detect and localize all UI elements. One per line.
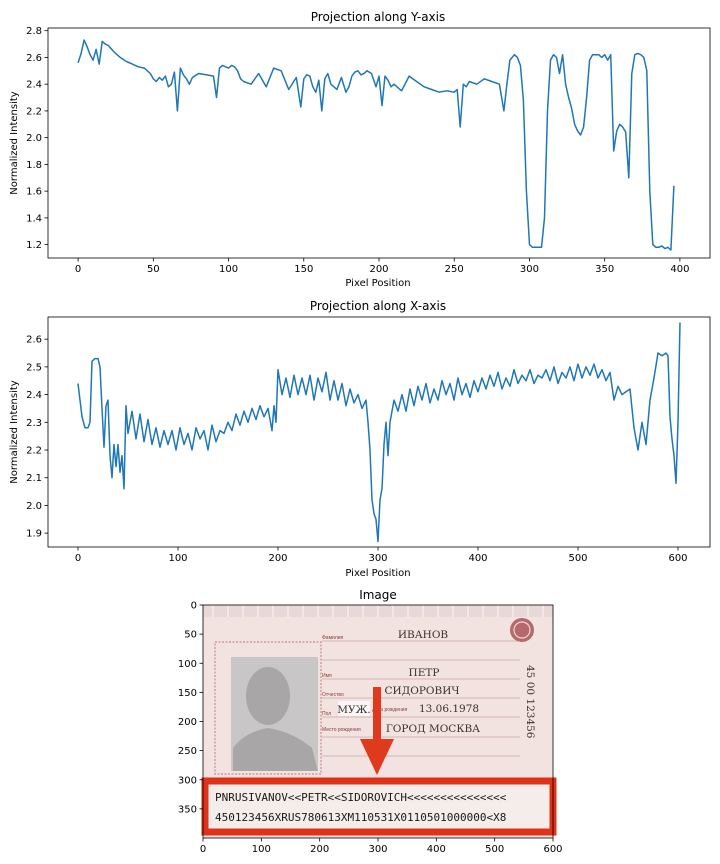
chart-title: Projection along X-axis xyxy=(310,299,446,313)
y-tick-label: 150 xyxy=(178,688,197,699)
x-axis-label: Pixel Position xyxy=(345,568,410,579)
y-tick-label: 2.4 xyxy=(26,390,42,401)
y-tick-label: 1.8 xyxy=(26,160,42,171)
person-silhouette-icon xyxy=(233,667,318,771)
chart-title: Projection along Y-axis xyxy=(311,10,446,24)
passport-strip-marks xyxy=(212,605,544,617)
birthplace-value: ГОРОД МОСКВА xyxy=(386,723,480,735)
y-tick-label: 200 xyxy=(178,717,197,728)
chart-y-projection: Projection along Y-axis 0 50 100 150 200 250 3… xyxy=(9,10,711,289)
surname-value: ИВАНОВ xyxy=(398,629,449,641)
y-tick-label: 250 xyxy=(178,746,197,757)
x-tick-label: 350 xyxy=(595,264,614,275)
x-tick-label: 500 xyxy=(485,844,504,855)
emblem-icon xyxy=(510,618,534,642)
y-tick-label: 2.0 xyxy=(26,133,42,144)
x-tick-label: 100 xyxy=(219,264,238,275)
patronymic-value: СИДОРОВИЧ xyxy=(385,685,460,697)
mrz-highlight-box xyxy=(201,777,557,836)
field-lines xyxy=(322,640,520,757)
name-value: ПЕТР xyxy=(409,667,440,679)
x-tick-label: 300 xyxy=(368,553,387,564)
y-tick-label: 2.2 xyxy=(26,446,42,457)
mrz-line-1: PNRUSIVANOV<<PETR<<SIDOROVICH<<<<<<<<<<<… xyxy=(215,791,507,804)
y-axis: 0 50 100 150 200 250 300 350 xyxy=(178,601,203,815)
sex-value: МУЖ. xyxy=(337,704,370,716)
plot-frame xyxy=(47,316,711,548)
y-axis-label: Normalized Intensity xyxy=(9,91,20,194)
y-axis-label: Normalized Intensity xyxy=(9,380,20,483)
y-tick-label: 1.2 xyxy=(26,240,42,251)
x-tick-label: 600 xyxy=(668,553,687,564)
x-axis-label: Pixel Position xyxy=(345,278,410,289)
y-tick-label: 2.0 xyxy=(26,501,42,512)
x-tick-label: 50 xyxy=(147,264,160,275)
sex-caption: Пол xyxy=(322,711,331,717)
y-tick-label: 2.4 xyxy=(26,80,42,91)
y-tick-label: 2.3 xyxy=(26,418,42,429)
x-tick-label: 200 xyxy=(310,844,329,855)
x-axis: 0 50 100 150 200 250 300 350 400 xyxy=(75,258,689,275)
patronymic-caption: Отчество xyxy=(322,692,344,698)
x-tick-label: 0 xyxy=(200,844,206,855)
x-tick-label: 300 xyxy=(368,844,387,855)
y-tick-label: 2.8 xyxy=(26,26,42,37)
x-tick-label: 300 xyxy=(520,264,539,275)
series-number: 45 00 123456 xyxy=(524,665,536,739)
name-caption: Имя xyxy=(322,673,332,679)
y-tick-label: 2.5 xyxy=(26,362,42,373)
y-tick-label: 2.6 xyxy=(26,335,42,346)
x-tick-label: 0 xyxy=(75,264,81,275)
y-axis: 1.2 1.4 1.6 1.8 2.0 2.2 2.4 2.6 2.8 xyxy=(26,26,48,251)
image-title: Image xyxy=(359,588,397,602)
x-tick-label: 400 xyxy=(468,553,487,564)
y-tick-label: 1.9 xyxy=(26,529,42,540)
x-tick-label: 200 xyxy=(268,553,287,564)
y-axis: 1.9 2.0 2.1 2.2 2.3 2.4 2.5 2.6 xyxy=(26,335,48,540)
surname-caption: Фамилия xyxy=(322,635,344,641)
y-tick-label: 1.6 xyxy=(26,187,42,198)
mrz-line-2: 450123456XRUS780613XM110531X011050100000… xyxy=(215,811,506,824)
y-tick-label: 2.1 xyxy=(26,473,42,484)
birthdate-value: 13.06.1978 xyxy=(419,703,479,715)
y-tick-label: 0 xyxy=(191,601,197,612)
chart-x-projection: Projection along X-axis 0 100 200 300 400 500… xyxy=(9,299,711,579)
birthplace-caption: Место рождения xyxy=(322,727,361,733)
x-axis: 0 100 200 300 400 500 600 xyxy=(200,838,563,855)
y-tick-label: 2.6 xyxy=(26,53,42,64)
down-arrow-icon xyxy=(360,687,394,775)
x-tick-label: 250 xyxy=(445,264,464,275)
sex-value-box xyxy=(338,701,370,716)
x-tick-label: 400 xyxy=(670,264,689,275)
y-tick-label: 350 xyxy=(178,804,197,815)
y-tick-label: 1.4 xyxy=(26,213,42,224)
x-tick-label: 200 xyxy=(369,264,388,275)
x-tick-label: 600 xyxy=(543,844,562,855)
series-line xyxy=(77,39,675,251)
y-tick-label: 300 xyxy=(178,775,197,786)
photo-frame xyxy=(214,641,322,775)
x-axis: 0 100 200 300 400 500 600 xyxy=(75,547,688,564)
x-tick-label: 500 xyxy=(568,553,587,564)
x-tick-label: 100 xyxy=(252,844,271,855)
y-tick-label: 50 xyxy=(184,630,197,641)
x-tick-label: 0 xyxy=(75,553,81,564)
series-line xyxy=(77,322,681,543)
passport-image: Фамилия Имя Отчество Пол Дата рождения М… xyxy=(201,605,557,838)
y-tick-label: 2.2 xyxy=(26,106,42,117)
x-tick-label: 150 xyxy=(294,264,313,275)
birthdate-caption: Дата рождения xyxy=(372,707,408,713)
image-panel: Image xyxy=(178,588,563,855)
y-tick-label: 100 xyxy=(178,659,197,670)
x-tick-label: 400 xyxy=(427,844,446,855)
x-tick-label: 100 xyxy=(168,553,187,564)
